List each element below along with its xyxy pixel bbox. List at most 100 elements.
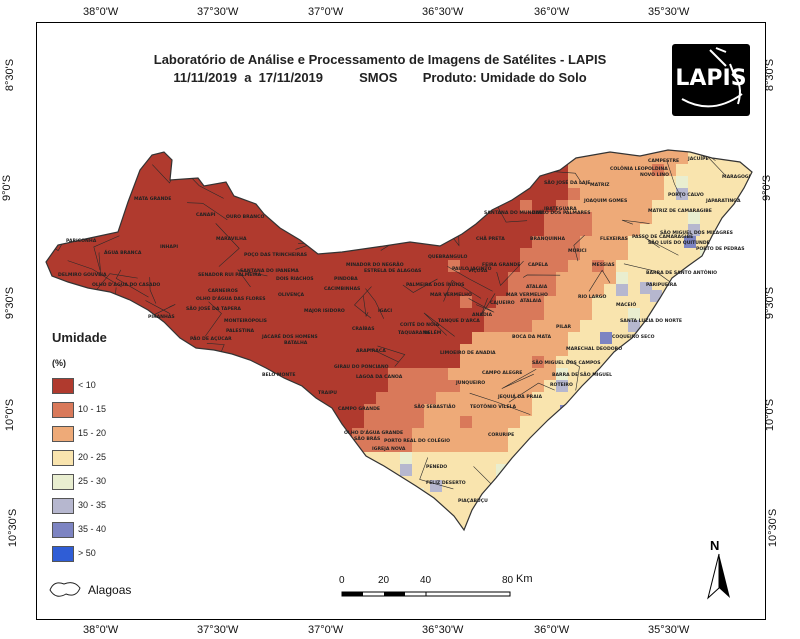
municipality-label: CAPELA [528, 262, 548, 268]
satellite-icon [681, 47, 743, 108]
municipality-label: SÃO SEBASTIÃO [414, 403, 456, 410]
municipality-label: CAMPESTRE [648, 158, 679, 164]
municipality-label: CAJUEIRO [490, 300, 515, 306]
municipality-label: SENADOR RUI PALMEIRA [198, 272, 262, 278]
legend-swatch [52, 402, 74, 418]
municipality-label: NOVO LINO [640, 172, 669, 178]
legend-label: 20 - 25 [78, 452, 107, 462]
municipality-label: QUEBRANGULO [428, 254, 467, 260]
municipality-label: OLIVENÇA [278, 292, 304, 298]
legend-swatch [52, 426, 74, 442]
longitude-tick-bottom: 38°0'W [83, 624, 119, 636]
municipality-label: SANTA LUZIA DO NORTE [620, 318, 682, 324]
municipality-label: PENEDO [426, 464, 447, 470]
longitude-tick-bottom: 37°30'W [197, 624, 239, 636]
municipality-label: OLHO D'ÁGUA GRANDE [344, 429, 403, 436]
municipality-label: PALMEIRA DOS ÍNDIOS [406, 280, 464, 288]
municipality-label: SANTANA DO MUNDAÚ [484, 209, 543, 216]
municipality-label: PORTO REAL DO COLÉGIO [384, 436, 450, 444]
municipality-label: BELÉM [424, 328, 442, 336]
municipality-label: MATRIZ DE CAMARAGIBE [648, 208, 712, 214]
outline-legend-label: Alagoas [88, 583, 132, 597]
municipality-label: TAQUARANA [398, 330, 430, 336]
municipality-label: MARECHAL DEODORO [566, 346, 622, 352]
map-subtitle: 11/11/2019 a 17/11/2019 SMOS Produto: Um… [173, 70, 587, 85]
municipality-label: BATALHA [284, 340, 308, 346]
municipality-label: BRANQUINHA [530, 236, 565, 242]
longitude-tick-bottom: 37°0'W [308, 624, 344, 636]
municipality-label: PINDOBA [334, 276, 358, 282]
municipality-label: OLHO D'ÁGUA DO CASADO [92, 281, 160, 288]
longitude-tick-bottom: 36°0'W [534, 624, 570, 636]
municipality-label: OLHO D'ÁGUA DAS FLORES [196, 295, 266, 302]
municipality-label: JAPARATINGA [705, 198, 741, 204]
municipality-label: PARICONHA [66, 238, 97, 244]
north-label: N [710, 538, 720, 553]
legend-swatch [52, 378, 74, 394]
municipality-label: MATA GRANDE [134, 196, 171, 202]
scale-label-20: 20 [378, 575, 390, 586]
municipality-label: PALESTINA [226, 328, 255, 334]
municipality-label: MESSIAS [592, 262, 615, 268]
legend-label: 10 - 15 [78, 404, 107, 414]
municipality-label: CACIMBINHAS [324, 286, 360, 292]
scale-unit: Km [516, 573, 533, 585]
longitude-tick-top: 37°30'W [197, 6, 239, 18]
municipality-label: PIAÇABUÇU [458, 498, 488, 504]
municipality-label: CARNEIROS [208, 288, 238, 294]
municipality-label: COITÉ DO NÓIA [400, 320, 440, 328]
municipality-label: TEOTÔNIO VILELA [470, 403, 517, 410]
municipality-label: LIMOEIRO DE ANADIA [440, 350, 496, 356]
municipality-label: SÃO JOSÉ DA LAJE [544, 178, 590, 186]
municipality-label: PIRANHAS [148, 314, 175, 320]
longitude-tick-bottom: 36°30'W [422, 624, 464, 636]
municipality-labels: MATA GRANDE CANAPI OURO BRANCO PARICONHA ÁGU… [58, 154, 751, 504]
municipality-label: RIO LARGO [578, 294, 607, 300]
municipality-label: PORTO CALVO [668, 192, 704, 198]
legend-label: 15 - 20 [78, 428, 107, 438]
legend-swatch [52, 450, 74, 466]
municipality-label: JACUÍPE [687, 154, 709, 162]
municipality-label: MAR VERMELHO [430, 292, 472, 298]
municipality-label: IGREJA NOVA [372, 446, 406, 452]
municipality-label: SÃO LUÍS DO QUITUNDE [648, 238, 710, 246]
municipality-label: JACARÉ DOS HOMENS [261, 332, 318, 340]
municipality-label: DOIS RIACHOS [276, 276, 314, 282]
municipality-label: ESTRELA DE ALAGOAS [364, 268, 421, 274]
map-title: Laboratório de Análise e Processamento d… [153, 52, 607, 67]
legend-label: > 50 [78, 548, 96, 558]
municipality-label: ARAPIRACA [356, 348, 386, 354]
scale-label-0: 0 [339, 575, 345, 586]
municipality-label: MATRIZ [590, 182, 610, 188]
legend-swatch [52, 498, 74, 514]
municipality-label: MAR VERMELHO [506, 292, 548, 298]
municipality-label: CANAPI [196, 212, 216, 218]
municipality-label: INHAPI [160, 244, 178, 250]
municipality-label: UNIÃO DOS PALMARES [532, 209, 591, 216]
municipality-label: SÃO JOSÉ DA TAPERA [186, 304, 241, 312]
municipality-label: TANQUE D'ARCA [438, 318, 480, 324]
municipality-label: MARAVILHA [216, 236, 247, 242]
municipality-label: BARRA DE SÃO MIGUEL [552, 371, 612, 378]
municipality-label: MONTEIRÓPOLIS [224, 317, 267, 324]
scale-label-40: 40 [420, 575, 432, 586]
municipality-label: GIRAU DO PONCIANO [334, 364, 389, 370]
municipality-label: COLÔNIA LEOPOLDINA [610, 165, 668, 172]
scale-bar [341, 591, 511, 597]
municipality-label: PILAR [556, 324, 572, 330]
legend-unit: (%) [52, 358, 66, 368]
longitude-tick-top: 36°30'W [422, 6, 464, 18]
north-arrow-icon [707, 553, 730, 600]
municipality-label: IBATEGUARA [544, 206, 577, 212]
logo-text: LAPIS [675, 66, 747, 91]
municipality-label: OURO BRANCO [226, 214, 264, 220]
municipality-label: SÃO MIGUEL DOS CAMPOS [532, 359, 601, 366]
municipality-label: PAULO JACINTO [452, 266, 492, 272]
municipality-label: IGACI [378, 308, 392, 314]
longitude-tick-top: 36°0'W [534, 6, 570, 18]
municipality-label: CHÃ PRETA [476, 235, 505, 242]
longitude-tick-top: 38°0'W [83, 6, 119, 18]
municipality-label: SANTANA DO IPANEMA [240, 268, 299, 274]
municipality-label: DELMIRO GOUVEIA [58, 272, 107, 278]
municipality-label: FELIZ DESERTO [426, 480, 466, 486]
